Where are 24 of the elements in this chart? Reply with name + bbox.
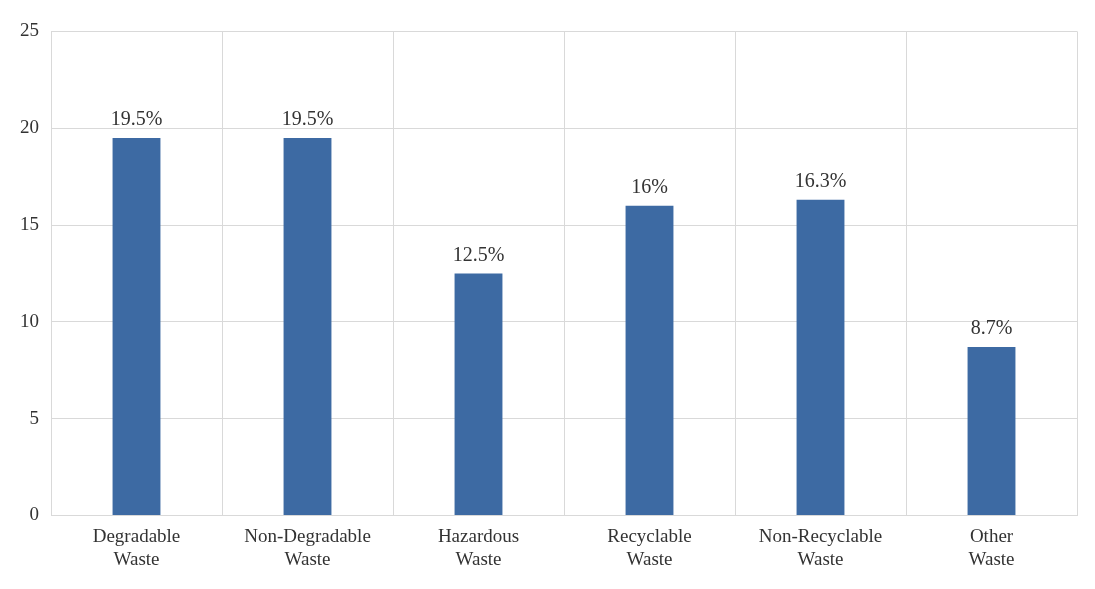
x-tick-label: Degradable Waste bbox=[92, 524, 181, 569]
data-label: 19.5% bbox=[281, 107, 334, 130]
data-label: 19.5% bbox=[110, 107, 163, 130]
x-tick-label: Non-Degradable Waste bbox=[244, 524, 371, 569]
data-label: 12.5% bbox=[452, 242, 505, 265]
bar bbox=[283, 137, 332, 515]
data-label: 16% bbox=[631, 174, 668, 197]
y-tick-label: 0 bbox=[29, 503, 39, 525]
bar bbox=[625, 205, 674, 515]
bar bbox=[112, 137, 161, 515]
y-tick-label: 10 bbox=[20, 309, 39, 331]
y-tick-label: 15 bbox=[20, 212, 39, 234]
bar bbox=[454, 273, 503, 515]
bar bbox=[967, 346, 1016, 515]
bar bbox=[796, 199, 845, 515]
y-tick-label: 5 bbox=[29, 406, 39, 428]
data-label: 16.3% bbox=[794, 169, 847, 192]
x-tick-label: Hazardous Waste bbox=[437, 524, 520, 569]
data-label: 8.7% bbox=[970, 316, 1013, 339]
y-tick-label: 25 bbox=[20, 19, 39, 41]
x-tick-label: Recyclable Waste bbox=[607, 524, 692, 569]
x-tick-label: Non-Recyclable Waste bbox=[758, 524, 883, 569]
y-tick-label: 20 bbox=[20, 116, 39, 138]
x-tick-label: Other Waste bbox=[968, 524, 1015, 569]
